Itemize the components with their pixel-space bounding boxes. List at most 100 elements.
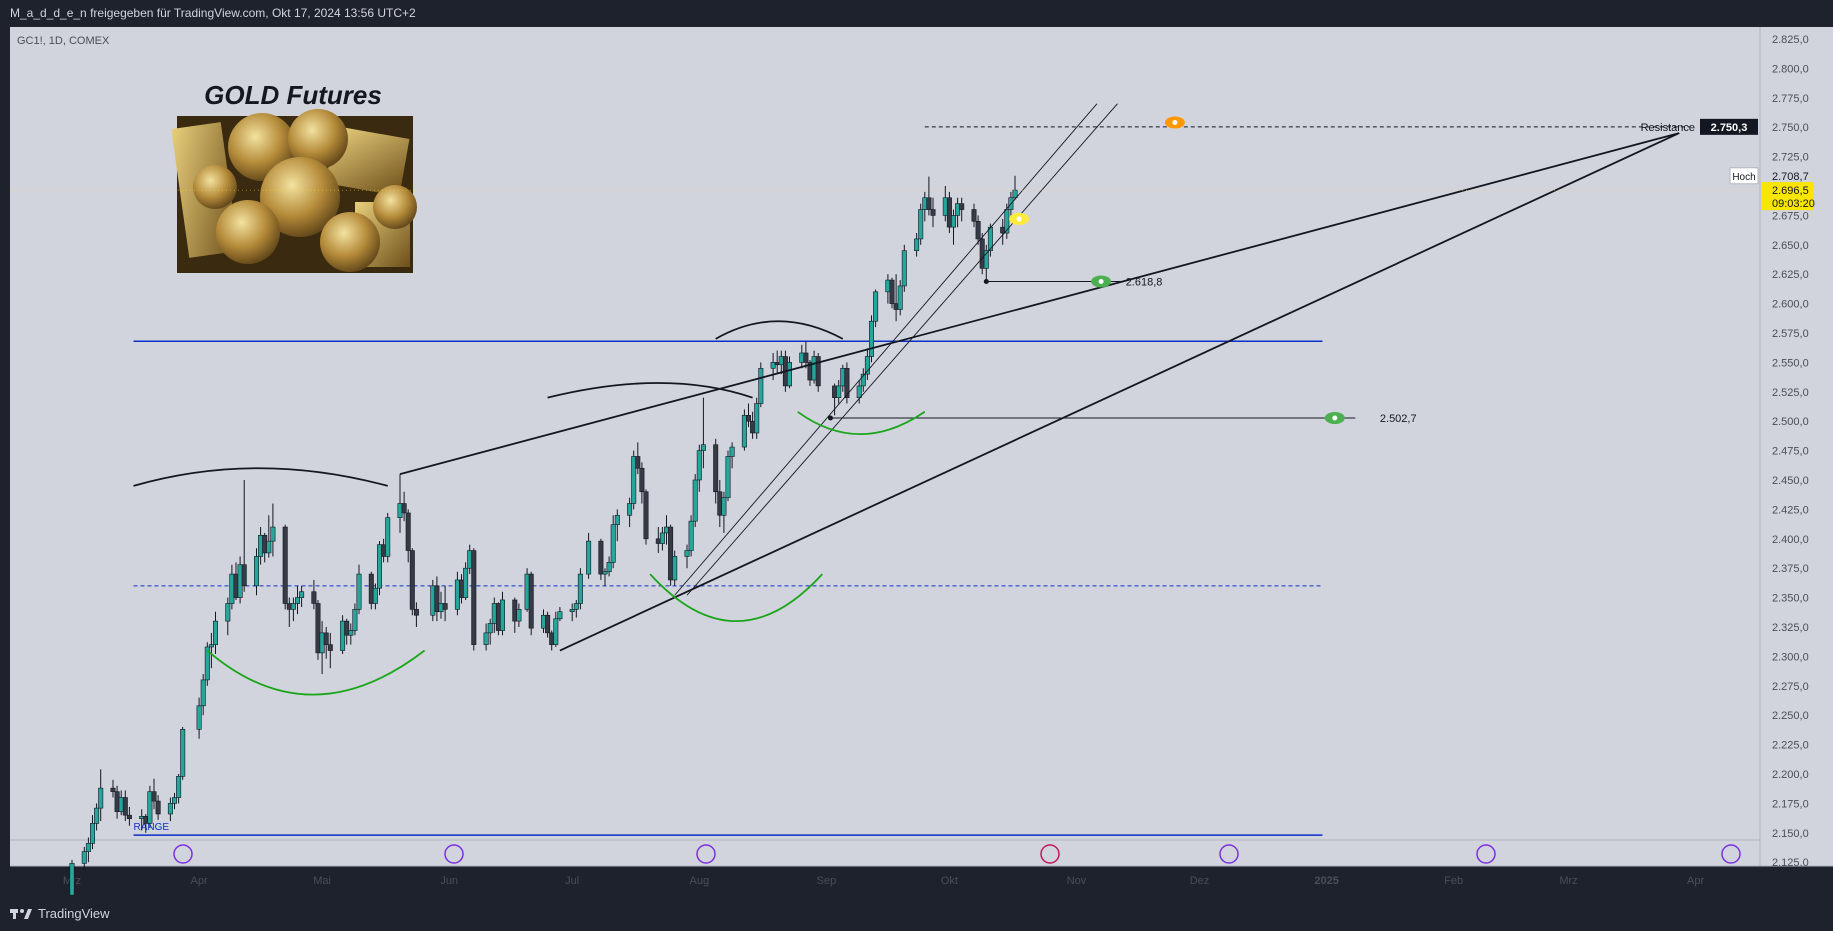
candle-body bbox=[401, 503, 407, 514]
candle bbox=[213, 611, 219, 655]
candle-body bbox=[233, 573, 239, 598]
candle bbox=[340, 615, 346, 655]
candle-body bbox=[311, 591, 317, 604]
candle-body bbox=[545, 614, 551, 634]
candle-body bbox=[684, 550, 690, 557]
candle-body bbox=[454, 579, 460, 610]
brand-name: TradingView bbox=[38, 906, 110, 921]
candle bbox=[803, 341, 809, 369]
x-tick-label: Jul bbox=[565, 875, 579, 887]
support-lower-anchor bbox=[828, 415, 833, 421]
candle bbox=[344, 618, 350, 645]
candle bbox=[290, 597, 296, 622]
candle bbox=[672, 550, 678, 586]
candle-body bbox=[512, 599, 518, 622]
y-tick-label: 2.250,0 bbox=[1772, 710, 1809, 722]
candle-body bbox=[873, 291, 879, 322]
candle bbox=[155, 795, 161, 820]
y-tick-label: 2.275,0 bbox=[1772, 681, 1809, 693]
candle-body bbox=[713, 444, 719, 493]
candle-body bbox=[627, 503, 633, 516]
candle-body bbox=[495, 603, 501, 631]
candle-body bbox=[971, 209, 977, 222]
candle-body bbox=[729, 446, 735, 457]
y-tick-label: 2.575,0 bbox=[1772, 328, 1809, 340]
candle-body bbox=[208, 644, 214, 648]
candle-body bbox=[176, 776, 182, 798]
candle bbox=[836, 380, 842, 404]
support-upper-anchor bbox=[983, 278, 989, 284]
candle bbox=[983, 244, 989, 282]
y-tick-label: 2.350,0 bbox=[1772, 593, 1809, 605]
candle-body bbox=[696, 450, 702, 481]
candle bbox=[471, 548, 477, 651]
candle-body bbox=[1012, 189, 1018, 199]
candle-body bbox=[151, 791, 157, 802]
high-tag: Hoch bbox=[1732, 172, 1755, 183]
y-tick-label: 2.775,0 bbox=[1772, 93, 1809, 105]
x-tick-label: 2025 bbox=[1314, 875, 1338, 887]
candle-body bbox=[282, 526, 288, 604]
candle-body bbox=[483, 632, 489, 645]
x-tick-label: Apr bbox=[1687, 875, 1704, 887]
arc-top-3 bbox=[715, 320, 844, 340]
candle-body bbox=[348, 630, 354, 636]
candle bbox=[602, 568, 608, 586]
candle bbox=[172, 792, 178, 810]
candle-body bbox=[499, 599, 505, 631]
candle-body bbox=[832, 385, 838, 398]
candle-body bbox=[524, 573, 530, 610]
support-lower-label: 2.502,7 bbox=[1380, 413, 1417, 425]
candle bbox=[69, 859, 75, 897]
candle-body bbox=[942, 197, 948, 216]
candle-body bbox=[491, 603, 497, 624]
candle-body bbox=[229, 573, 235, 604]
candle-body bbox=[811, 356, 817, 381]
candle bbox=[959, 197, 965, 222]
alert-eye-icon bbox=[1009, 212, 1030, 225]
candle-body bbox=[147, 791, 153, 824]
candle bbox=[627, 497, 633, 528]
y-tick-label: 2.650,0 bbox=[1772, 240, 1809, 252]
candle-body bbox=[319, 632, 325, 654]
candle bbox=[401, 491, 407, 522]
candle bbox=[873, 289, 879, 328]
candle-body bbox=[200, 679, 206, 707]
chart-canvas[interactable]: GC1!, 1D, COMEX GOLD Futures 2.825,0 2.80… bbox=[0, 27, 1833, 897]
tradingview-brand[interactable]: TradingView bbox=[10, 897, 1833, 931]
candle-body bbox=[430, 585, 436, 616]
candle-body bbox=[786, 362, 792, 387]
candle-body bbox=[81, 851, 87, 864]
candle-body bbox=[540, 614, 546, 629]
candle bbox=[786, 356, 792, 389]
y-tick-label: 2.425,0 bbox=[1772, 504, 1809, 516]
candle-body bbox=[815, 356, 821, 387]
candle-body bbox=[381, 544, 387, 557]
candle bbox=[528, 571, 534, 636]
candle bbox=[98, 769, 104, 822]
candle-body bbox=[778, 356, 784, 366]
candle-body bbox=[340, 620, 346, 651]
candle-body bbox=[946, 197, 952, 228]
candle-body bbox=[754, 403, 760, 434]
candle bbox=[524, 568, 530, 612]
candle bbox=[81, 846, 87, 871]
channel-line-2 bbox=[686, 103, 1118, 596]
candle bbox=[299, 585, 305, 608]
candle bbox=[200, 674, 206, 716]
candle bbox=[897, 280, 903, 316]
candle-body bbox=[586, 540, 592, 575]
candle bbox=[495, 602, 501, 636]
candle-body bbox=[717, 491, 723, 516]
candle bbox=[372, 583, 378, 610]
candle-body bbox=[639, 467, 645, 493]
y-tick-label: 2.750,0 bbox=[1772, 122, 1809, 134]
candle-body bbox=[122, 797, 128, 816]
alert-eye-icon bbox=[1091, 275, 1112, 288]
wedge-lower-trendline bbox=[559, 132, 1680, 652]
candle bbox=[606, 556, 612, 577]
candle-body bbox=[959, 203, 965, 210]
candle-body bbox=[643, 491, 649, 540]
candle-body bbox=[376, 544, 382, 589]
candle bbox=[368, 571, 374, 610]
